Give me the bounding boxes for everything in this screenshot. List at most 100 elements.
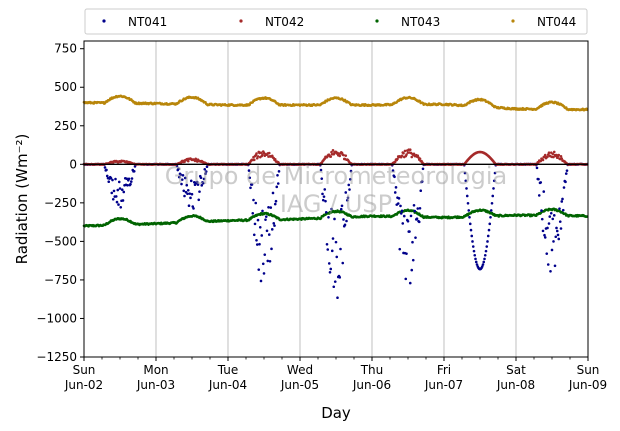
point-nt041 [179,173,183,176]
point-nt041 [183,176,187,180]
point-nt041 [543,233,546,237]
point-nt041 [103,166,107,169]
point-nt041 [399,204,402,208]
point-nt041 [185,183,189,187]
point-nt041 [345,219,348,223]
point-nt041 [203,168,207,171]
point-nt041 [537,177,540,181]
point-nt041 [274,199,278,203]
point-nt041 [265,229,269,233]
point-nt041 [346,196,350,200]
point-nt041 [412,203,416,207]
x-tick-day: Wed [287,363,313,377]
y-tick-label: −250 [44,196,77,210]
y-tick-label: 750 [54,42,77,56]
point-nt041 [247,169,251,172]
legend-marker-nt043 [375,19,379,23]
point-nt041 [324,199,327,203]
point-nt041 [547,222,551,225]
watermark-line-1: Grupo de Micrometeorologia [165,162,507,190]
x-tick-day: Sun [73,363,96,377]
point-nt041 [466,201,470,205]
point-nt042 [418,157,422,160]
point-nt041 [182,189,186,193]
point-nt041 [248,176,252,180]
point-nt041 [465,194,469,198]
point-nt041 [256,218,260,222]
y-tick-label: 500 [54,80,77,94]
point-nt041 [560,200,564,203]
point-nt041 [546,226,549,230]
point-nt041 [553,264,557,268]
point-nt041 [189,179,193,183]
point-nt041 [270,228,274,231]
point-nt041 [115,200,119,204]
point-nt041 [486,234,490,238]
point-nt041 [474,260,478,264]
x-tick-day: Fri [437,363,451,377]
point-nt041 [121,199,125,202]
x-tick-day: Sun [577,363,600,377]
legend-frame [84,8,588,35]
point-nt041 [276,182,280,185]
point-nt041 [347,183,351,187]
point-nt041 [482,260,486,264]
x-tick-label: Jun-03 [136,378,175,392]
point-nt041 [258,242,261,246]
point-nt041 [105,168,108,172]
point-nt041 [275,185,279,189]
point-nt041 [259,279,263,283]
point-nt041 [333,280,337,283]
point-nt041 [557,237,561,241]
point-nt041 [552,214,556,217]
point-nt041 [253,222,257,226]
point-nt041 [255,239,258,242]
point-nt041 [200,184,204,187]
point-nt041 [481,263,485,266]
point-nt041 [112,189,116,193]
point-nt041 [255,243,259,246]
point-nt042 [273,157,277,161]
point-nt041 [468,222,472,226]
point-nt042 [344,154,348,157]
point-nt041 [250,183,254,186]
y-tick-label: −1000 [36,311,77,325]
point-nt041 [271,191,275,195]
x-axis-ticks: SunJun-02MonJun-03TueJun-04WedJun-05ThuJ… [64,357,607,392]
point-nt041 [111,178,114,182]
point-nt041 [401,222,405,225]
point-nt041 [105,174,109,178]
point-nt041 [411,258,415,262]
point-nt041 [561,197,564,201]
point-nt041 [475,263,479,266]
point-nt041 [465,187,468,190]
point-nt041 [562,186,566,189]
point-nt042 [412,152,416,156]
point-nt041 [348,188,351,191]
point-nt041 [490,201,494,205]
point-nt041 [468,215,471,219]
point-nt042 [330,150,333,154]
point-nt041 [333,217,336,221]
point-nt042 [331,149,335,152]
point-nt041 [326,248,330,251]
point-nt041 [334,240,338,244]
point-nt041 [489,209,493,212]
point-nt041 [483,257,486,261]
legend-label-nt043: NT043 [401,15,440,29]
point-nt041 [409,214,413,218]
point-nt041 [543,236,547,239]
y-axis-label: Radiation (Wm⁻²) [13,134,31,265]
point-nt041 [564,180,567,184]
point-nt042 [560,157,564,160]
point-nt041 [491,194,495,198]
point-nt041 [251,211,255,215]
point-nt041 [118,187,122,190]
point-nt041 [319,168,323,172]
point-nt041 [273,202,277,206]
point-nt041 [559,227,563,230]
point-nt041 [541,229,545,233]
y-axis-ticks: −1250 −1000 −750 −500 −250 0 250 500 750 [36,42,84,364]
point-nt042 [552,150,556,154]
point-nt041 [552,240,555,243]
